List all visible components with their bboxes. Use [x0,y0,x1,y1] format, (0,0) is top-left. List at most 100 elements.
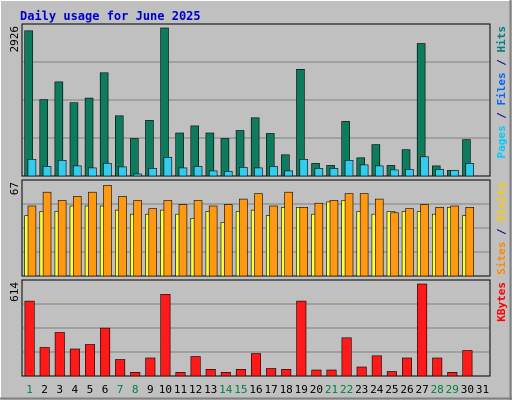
bar-hits-day-4 [69,102,79,177]
bar-hits-day-14 [220,138,230,177]
bar-kbytes-day-3 [54,332,65,377]
bar-kbytes-day-6 [100,327,111,377]
legend-entry: KBytes [495,282,508,322]
bar-pages-day-28 [435,169,444,177]
chart-title: Daily usage for June 2025 [20,9,201,23]
bar-kbytes-day-29 [447,371,458,377]
bar-pages-day-12 [193,166,203,177]
bar-pages-day-22 [344,160,354,177]
bar-pages-day-30 [465,163,474,177]
x-tick-label: 6 [102,383,109,396]
bar-pages-day-27 [420,156,429,177]
x-tick-label: 1 [26,383,33,396]
bar-kbytes-day-1 [24,300,35,377]
bar-sites-day-28 [435,207,444,277]
legend-entry: Pages [495,125,508,158]
bar-sites-day-12 [193,200,203,277]
bar-sites-day-29 [450,205,459,277]
bar-kbytes-day-7 [115,359,126,377]
bar-pages-day-8 [133,173,142,177]
y-max-label: 614 [8,282,21,302]
x-tick-label: 13 [204,383,217,396]
x-tick-label: 30 [461,383,474,396]
bar-kbytes-day-8 [130,371,141,377]
series-legend: Pages / Files / Hits [495,26,508,159]
bar-kbytes-day-4 [69,348,80,377]
bar-pages-day-19 [299,159,308,177]
bar-pages-day-24 [374,165,384,177]
bar-sites-day-22 [344,193,354,277]
bar-hits-day-9 [145,120,154,177]
bar-kbytes-day-24 [371,355,382,377]
bar-pages-day-17 [269,166,278,177]
bar-hits-day-27 [416,43,426,177]
x-tick-label: 14 [219,383,233,396]
series-legend: Sites / Visits [495,182,508,275]
bar-hits-day-10 [160,27,169,177]
bar-sites-day-16 [254,193,263,277]
bar-kbytes-day-16 [251,353,262,377]
bar-kbytes-day-25 [386,371,397,377]
bar-pages-day-1 [27,159,37,177]
bar-pages-day-14 [224,171,233,177]
bar-kbytes-day-5 [85,344,96,377]
x-tick-label: 25 [385,383,398,396]
bar-sites-day-17 [269,205,278,277]
bar-sites-day-5 [88,191,97,277]
bar-kbytes-day-13 [205,368,216,377]
bar-sites-day-21 [329,200,339,277]
x-tick-label: 3 [56,383,63,396]
bar-kbytes-day-12 [190,356,201,377]
bar-pages-day-20 [314,168,324,177]
x-tick-label: 11 [174,383,187,396]
bar-pages-day-6 [103,163,112,177]
bar-sites-day-27 [420,204,429,277]
bar-sites-day-14 [224,204,233,277]
bar-kbytes-day-15 [235,368,246,377]
bar-kbytes-day-22 [341,337,352,377]
bar-sites-day-10 [163,200,173,277]
legend-entry: Files [495,72,508,105]
bar-kbytes-day-26 [401,357,412,377]
bar-sites-day-8 [133,200,142,277]
x-tick-label: 12 [189,383,202,396]
bar-hits-day-13 [205,132,215,177]
panel-2: 67 Sites / Visits [8,179,508,277]
bar-sites-day-25 [390,212,399,277]
bar-pages-day-15 [239,167,248,177]
bar-kbytes-day-17 [266,368,277,377]
x-tick-label: 19 [295,383,308,396]
bar-pages-day-29 [450,170,459,177]
bar-pages-day-2 [42,166,52,177]
bar-sites-day-1 [27,205,37,277]
bar-kbytes-day-10 [160,293,171,377]
x-tick-label: 26 [400,383,413,396]
x-tick-label: 7 [117,383,124,396]
bar-kbytes-day-9 [145,357,156,377]
bar-pages-day-23 [359,164,369,177]
x-tick-label: 29 [446,383,459,396]
bar-sites-day-11 [178,204,188,277]
bar-pages-day-18 [284,170,293,177]
legend-entry: / [495,106,508,126]
x-tick-label: 17 [264,383,277,396]
bar-pages-day-4 [73,165,82,177]
bar-kbytes-day-2 [39,347,50,377]
bar-pages-day-7 [118,166,127,177]
x-tick-label: 5 [87,383,94,396]
bar-pages-day-25 [390,169,399,177]
bar-pages-day-9 [148,168,158,177]
bar-hits-day-2 [39,99,48,177]
panel-3: 614 KBytes [8,279,508,377]
bar-sites-day-30 [465,207,474,277]
bar-sites-day-7 [118,196,127,277]
bar-kbytes-day-28 [432,357,443,377]
legend-entry: / [495,222,508,242]
x-tick-label: 16 [249,383,262,396]
x-tick-label: 21 [325,383,338,396]
bar-pages-day-16 [254,167,263,177]
bar-kbytes-day-27 [417,283,428,377]
bar-hits-day-6 [99,72,109,177]
x-tick-label: 24 [370,383,384,396]
